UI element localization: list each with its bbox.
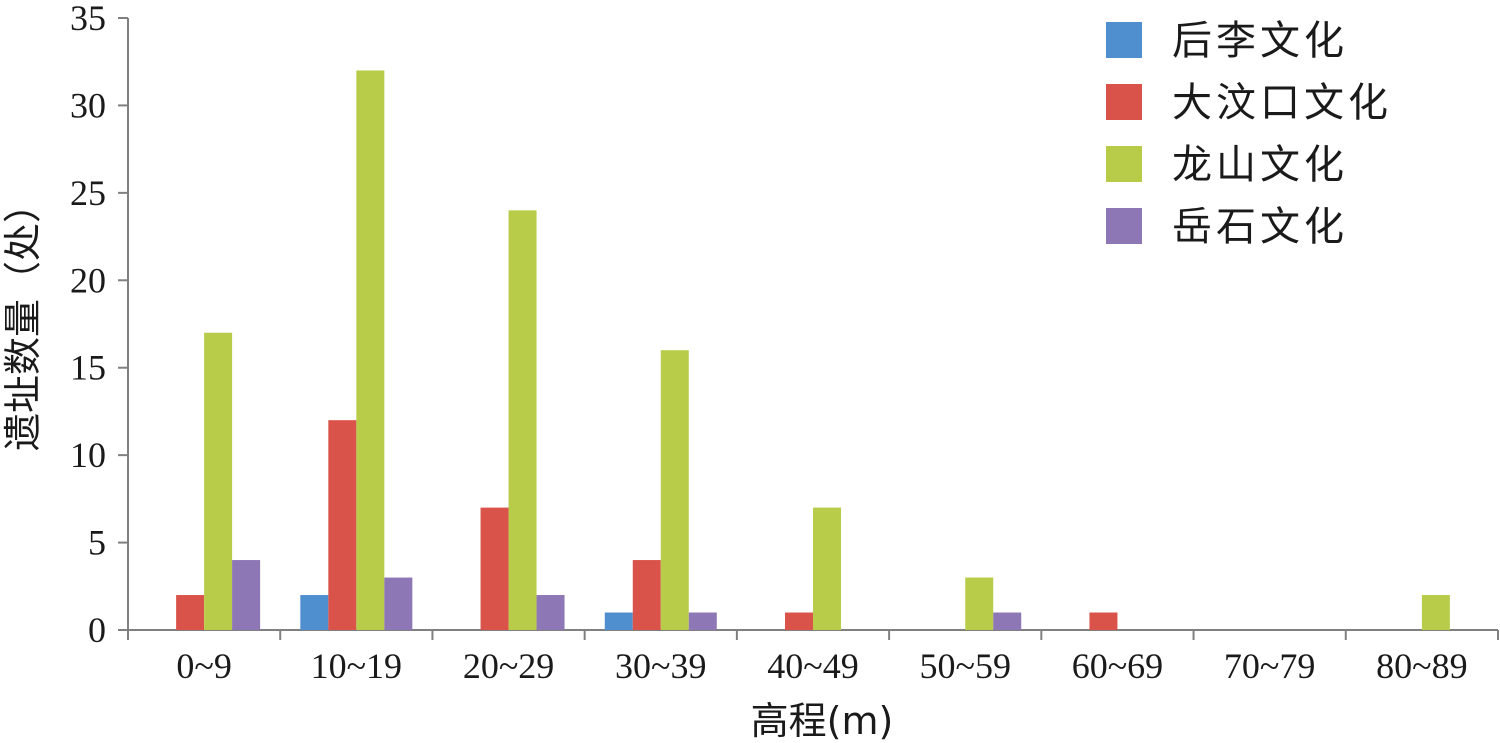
legend-swatch	[1106, 146, 1142, 182]
x-tick-label: 0~9	[176, 646, 231, 686]
bar	[688, 612, 717, 630]
y-tick-label: 15	[70, 348, 106, 388]
y-tick-label: 30	[70, 85, 106, 125]
bar	[480, 507, 509, 630]
bar	[660, 350, 689, 630]
bars	[176, 70, 1450, 631]
bar	[356, 70, 385, 630]
x-tick-label: 50~59	[919, 646, 1010, 686]
bar	[632, 560, 661, 630]
y-tick-label: 5	[88, 523, 106, 563]
bar	[993, 612, 1022, 630]
bar	[508, 210, 537, 631]
legend-label: 岳石文化	[1172, 204, 1348, 250]
x-axis-title: 高程(m)	[751, 699, 894, 743]
bar	[604, 612, 633, 630]
bar	[1089, 612, 1118, 630]
bar	[1421, 595, 1450, 630]
bar	[965, 577, 994, 630]
x-tick-label: 10~19	[311, 646, 402, 686]
x-tick-label: 20~29	[463, 646, 554, 686]
bar	[384, 577, 413, 630]
legend-label: 后李文化	[1172, 18, 1348, 64]
y-tick-label: 0	[88, 610, 106, 650]
bar	[176, 595, 205, 630]
bar	[300, 595, 329, 630]
y-tick-label: 10	[70, 435, 106, 475]
legend-swatch	[1106, 22, 1142, 58]
legend-label: 龙山文化	[1172, 142, 1348, 188]
legend-swatch	[1106, 84, 1142, 120]
x-tick-label: 60~69	[1072, 646, 1163, 686]
bar	[232, 560, 261, 630]
y-tick-label: 25	[70, 173, 106, 213]
x-tick-label: 80~89	[1376, 646, 1467, 686]
x-tick-label: 30~39	[615, 646, 706, 686]
bar	[785, 612, 813, 630]
y-tick-label: 20	[70, 260, 106, 300]
y-axis-title: 遗址数量（处）	[1, 185, 45, 451]
legend-label: 大汶口文化	[1172, 80, 1392, 126]
tick-labels: 0 5 10 15 20 25 30 35 0~9 10~19 20~29 30~39 40~49 50~…	[70, 0, 1468, 686]
bar	[813, 507, 841, 630]
bar	[328, 420, 357, 630]
y-tick-label: 35	[70, 0, 106, 38]
bar	[536, 595, 565, 630]
x-tick-label: 70~79	[1224, 646, 1315, 686]
bar	[204, 332, 233, 630]
legend-swatch	[1106, 208, 1142, 244]
x-tick-label: 40~49	[767, 646, 858, 686]
